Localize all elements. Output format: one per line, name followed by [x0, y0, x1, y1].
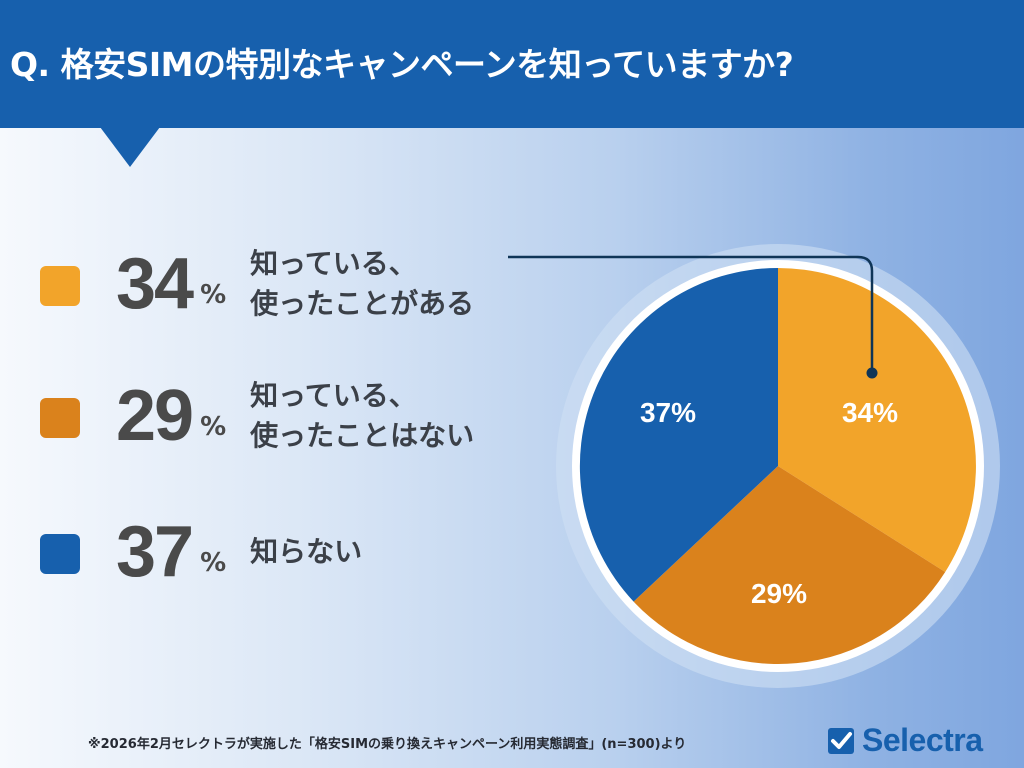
pie-slice-not-used	[633, 466, 946, 665]
selectra-logo: Selectra	[828, 722, 983, 759]
checkbox-icon	[828, 727, 854, 754]
legend-swatch-orange-light	[40, 266, 80, 306]
legend-unit: %	[200, 548, 227, 578]
legend-item-used: 34 % 知っている、 使ったことがある	[40, 244, 474, 324]
legend-swatch-blue	[40, 534, 80, 574]
legend-value: 34	[116, 244, 194, 324]
legend-value: 29	[116, 376, 194, 456]
pie-slice-used	[778, 268, 976, 572]
legend-description: 知っている、 使ったことはない	[250, 376, 474, 456]
legend-description: 知っている、 使ったことがある	[250, 244, 474, 324]
legend-line1: 知らない	[250, 535, 363, 568]
legend-swatch-orange-dark	[40, 398, 80, 438]
pie-label-unaware: 37%	[640, 397, 696, 428]
leader-line	[508, 255, 874, 373]
header-pointer	[100, 127, 160, 167]
header-banner: Q. 格安SIMの特別なキャンペーンを知っていますか?	[0, 0, 1024, 128]
legend-unit: %	[200, 412, 227, 442]
legend-item-unaware: 37 % 知らない	[40, 512, 362, 592]
logo-text: Selectra	[862, 722, 983, 758]
legend-unit: %	[200, 280, 227, 310]
legend-line1: 知っている、	[250, 247, 417, 280]
legend-description: 知らない	[250, 532, 362, 572]
pie-label-used: 34%	[842, 397, 898, 428]
legend-line2: 使ったことがある	[250, 287, 475, 320]
legend-value: 37	[116, 512, 194, 592]
source-note: ※2026年2月セレクトラが実施した「格安SIMの乗り換えキャンペーン利用実態調…	[88, 737, 687, 752]
legend-item-not-used: 29 % 知っている、 使ったことはない	[40, 376, 474, 456]
page-title: Q. 格安SIMの特別なキャンペーンを知っていますか?	[10, 45, 794, 84]
legend-line1: 知っている、	[250, 379, 417, 412]
pie-label-not-used: 29%	[751, 578, 807, 609]
legend-line2: 使ったことはない	[250, 419, 475, 452]
leader-dot	[866, 367, 878, 379]
pie-slice-unaware	[579, 267, 778, 602]
